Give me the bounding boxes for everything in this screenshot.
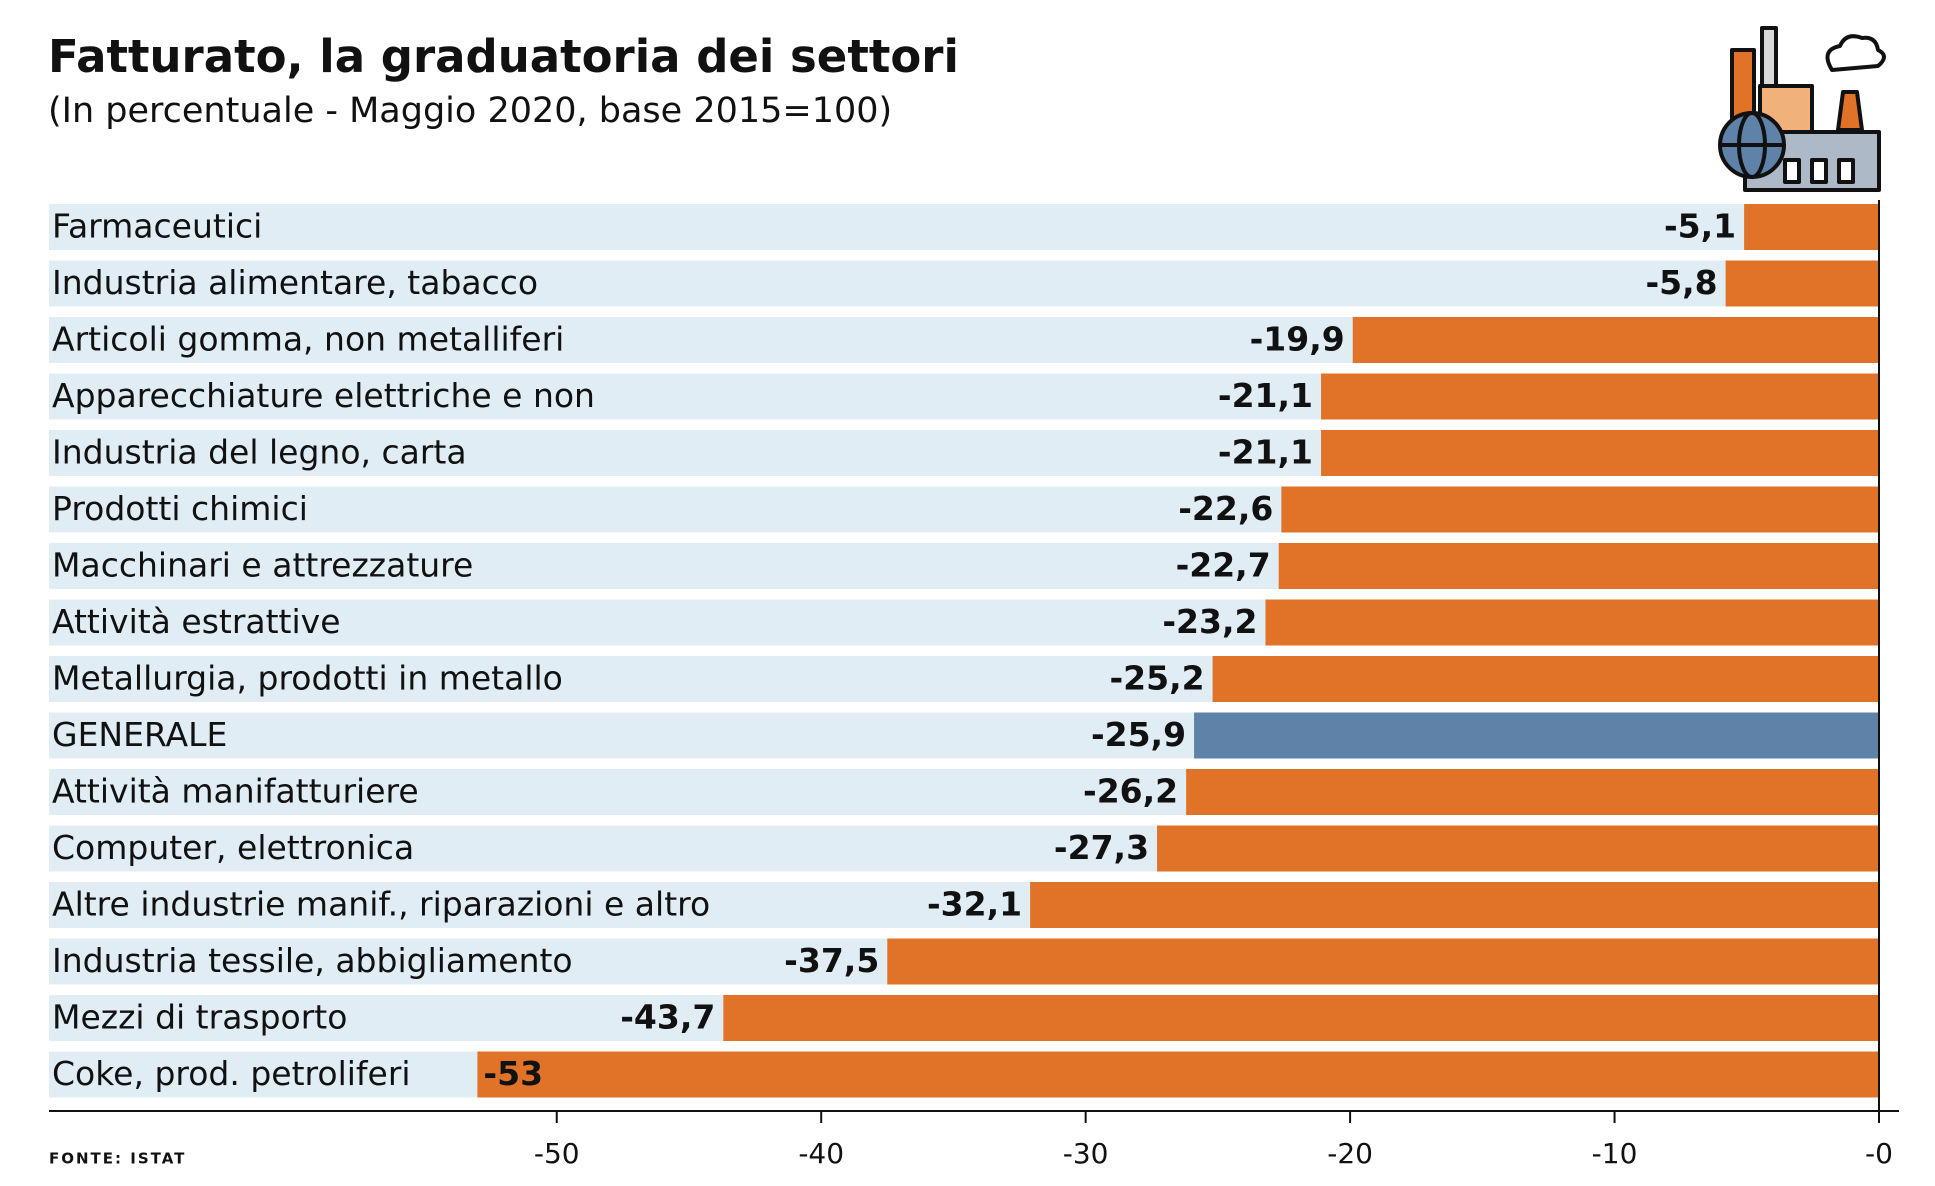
x-tick-label: -20 — [1327, 1137, 1373, 1170]
category-label: Coke, prod. petroliferi — [52, 1054, 411, 1093]
category-label: Attività estrattive — [52, 602, 341, 641]
category-label: Altre industrie manif., riparazioni e al… — [52, 885, 710, 924]
value-label: -53 — [483, 1054, 543, 1093]
value-label: -22,6 — [1178, 489, 1273, 528]
value-label: -27,3 — [1054, 828, 1149, 867]
category-label: Attività manifatturiere — [52, 772, 419, 811]
value-label: -23,2 — [1162, 602, 1257, 641]
category-label: Industria tessile, abbigliamento — [52, 941, 573, 980]
x-tick-label: -30 — [1063, 1137, 1109, 1170]
x-tick-label: -40 — [798, 1137, 844, 1170]
value-label: -22,7 — [1176, 546, 1271, 585]
category-label: Macchinari e attrezzature — [52, 546, 473, 585]
row-background — [49, 204, 1879, 250]
value-label: -21,1 — [1218, 433, 1313, 472]
bar — [1157, 825, 1879, 872]
bar — [1278, 543, 1879, 589]
value-label: -5,8 — [1645, 263, 1717, 302]
value-label: -43,7 — [620, 998, 715, 1037]
bar — [1030, 882, 1879, 928]
chart-title: Fatturato, la graduatoria dei settori — [48, 30, 959, 83]
value-label: -19,9 — [1250, 320, 1345, 359]
value-label: -25,2 — [1109, 659, 1204, 698]
row-background — [49, 260, 1879, 307]
category-label: Industria del legno, carta — [52, 433, 467, 472]
x-tick-label: -10 — [1592, 1137, 1638, 1170]
value-label: -25,9 — [1091, 715, 1186, 754]
bar — [1352, 317, 1879, 363]
bar — [1321, 373, 1879, 420]
value-label: -26,2 — [1083, 772, 1178, 811]
category-label: Industria alimentare, tabacco — [52, 263, 538, 302]
category-label: Metallurgia, prodotti in metallo — [52, 659, 563, 698]
bar — [1265, 599, 1879, 646]
x-tick-label: -0 — [1865, 1137, 1893, 1170]
bar — [477, 1051, 1879, 1098]
factory-icon — [1718, 26, 1886, 192]
category-label: Prodotti chimici — [52, 489, 308, 528]
chart-subtitle: (In percentuale - Maggio 2020, base 2015… — [48, 91, 892, 131]
bar — [887, 938, 1879, 985]
bar — [1212, 656, 1879, 702]
category-label: Apparecchiature elettriche e non — [52, 376, 595, 415]
bar — [1725, 260, 1879, 307]
bar — [723, 995, 1879, 1041]
bar — [1186, 769, 1879, 815]
source: FONTE: ISTAT — [49, 1150, 186, 1168]
value-label: -32,1 — [927, 885, 1022, 924]
x-tick-label: -50 — [534, 1137, 580, 1170]
value-label: -37,5 — [784, 941, 879, 980]
value-label: -5,1 — [1664, 207, 1736, 246]
category-label: Articoli gomma, non metalliferi — [52, 320, 564, 359]
category-label: Computer, elettronica — [52, 828, 414, 867]
category-label: GENERALE — [52, 715, 227, 754]
category-label: Mezzi di trasporto — [52, 998, 347, 1037]
bar — [1321, 430, 1879, 476]
value-label: -21,1 — [1218, 376, 1313, 415]
category-label: Farmaceutici — [52, 207, 262, 246]
bar — [1281, 486, 1879, 533]
bar — [1194, 712, 1879, 759]
bar — [1744, 204, 1879, 250]
